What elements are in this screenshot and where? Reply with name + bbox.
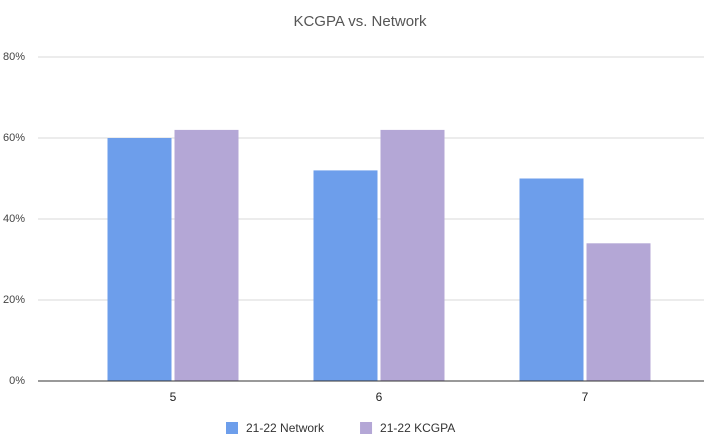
legend-swatch <box>226 422 238 434</box>
y-tick-label: 0% <box>9 375 25 387</box>
y-tick-label: 40% <box>3 213 25 225</box>
bar <box>313 170 378 381</box>
legend-label: 21-22 Network <box>246 421 325 435</box>
y-tick-label: 80% <box>3 51 25 63</box>
x-tick-label: 6 <box>376 390 383 404</box>
legend-swatch <box>360 422 373 434</box>
chart-title: KCGPA vs. Network <box>293 13 427 30</box>
bar <box>380 129 445 381</box>
x-tick-label: 7 <box>582 390 589 404</box>
y-tick-label: 60% <box>3 132 25 144</box>
bar <box>519 178 584 381</box>
x-tick-label: 5 <box>170 390 177 404</box>
y-tick-label: 20% <box>3 294 25 306</box>
bar <box>174 129 239 381</box>
legend-label: 21-22 KCGPA <box>380 421 455 435</box>
bar <box>107 138 172 381</box>
bar <box>586 243 651 381</box>
